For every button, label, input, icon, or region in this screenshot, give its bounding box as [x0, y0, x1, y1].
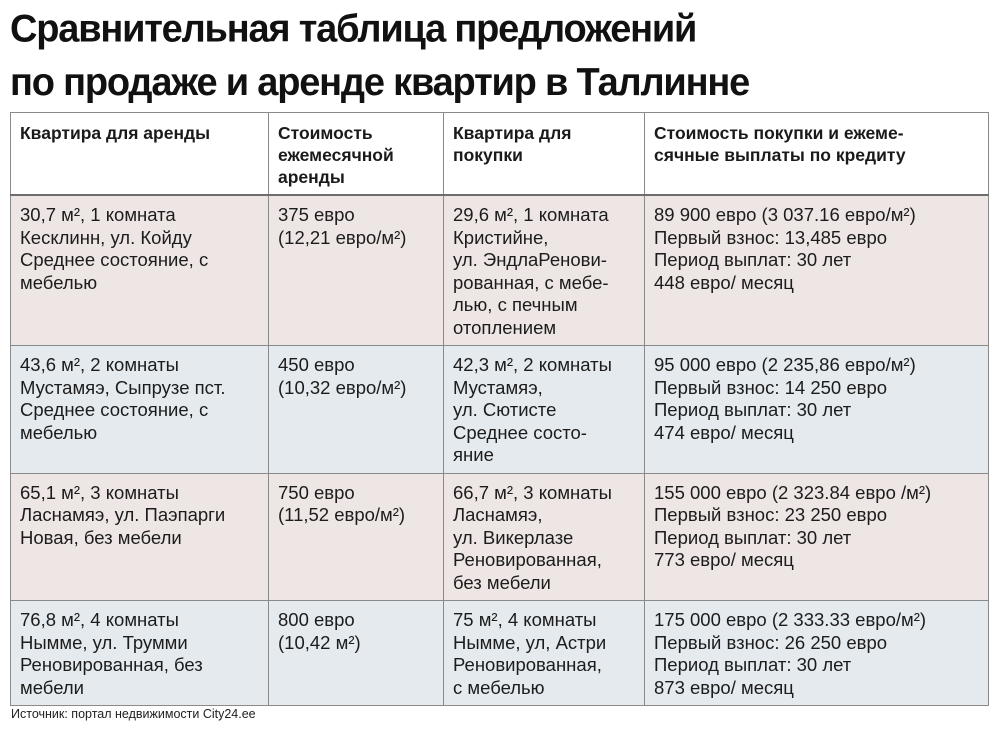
table-row: 43,6 м², 2 комнаты Мустамяэ, Сыпрузе пст.… [10, 345, 989, 474]
header-rent-apartment: Квартира для аренды [10, 112, 269, 196]
cell-line: 65,1 м², 3 комнаты [20, 481, 179, 503]
cell-line: 474 евро/ месяц [654, 421, 794, 443]
cell-line: 29,6 м², 1 комната [453, 204, 609, 225]
cell-line: 30,7 м², 1 комната [20, 204, 176, 225]
cell-line: аренды [278, 167, 345, 187]
cell-buy-price: 89 900 евро (3 037.16 евро/м²) Первый взн… [644, 194, 989, 346]
cell-line: (12,21 евро/м²) [278, 226, 407, 248]
cell-rent-apartment: 76,8 м², 4 комнаты Нымме, ул. Трумми Ренов… [10, 600, 269, 706]
cell-line: 75 м², 4 комнаты [453, 609, 597, 630]
cell-buy-apartment: 42,3 м², 2 комнаты Мустамяэ, ул. Сютисте Ср… [443, 345, 645, 474]
title-line-2: по продаже и аренде квартир в Таллинне [10, 61, 750, 104]
page-title: Сравнительная таблица предложений по про… [10, 3, 990, 109]
cell-line: 175 000 евро (2 333.33 евро/м²) [654, 609, 927, 630]
cell-line: Нымме, ул. Трумми [20, 631, 188, 653]
cell-line: Среднее состояние, с [20, 249, 209, 270]
cell-line: Период выплат: 30 лет [654, 249, 852, 270]
cell-line: (10,42 м²) [278, 631, 361, 653]
cell-line: 773 евро/ месяц [654, 549, 794, 570]
cell-line: отоплением [453, 316, 557, 338]
cell-line: мебелью [20, 421, 98, 443]
cell-line: 800 евро [278, 609, 355, 630]
cell-line: мебелью [20, 271, 98, 293]
cell-rent-price: 750 евро (11,52 евро/м²) [268, 472, 444, 601]
cell-line: ул. Викерлазе [453, 526, 574, 548]
cell-line: Кристийне, [453, 226, 549, 248]
table-row: 76,8 м², 4 комнаты Нымме, ул. Трумми Ренов… [10, 600, 989, 706]
cell-line: Период выплат: 30 лет [654, 399, 852, 420]
cell-line: ул. Сютисте [453, 399, 557, 420]
cell-line: Квартира для [453, 123, 572, 143]
cell-line: Первый взнос: 23 250 евро [654, 504, 888, 525]
cell-line: Реновированная, [453, 654, 602, 675]
cell-line: рованная, с мебе- [453, 271, 609, 293]
cell-line: с мебелью [453, 676, 545, 698]
cell-line: 42,3 м², 2 комнаты [453, 354, 612, 375]
header-buy-price: Стоимость покупки и ежеме-сячные выплаты… [644, 112, 989, 196]
cell-line: Мустамяэ, Сыпрузе пст. [20, 376, 226, 398]
cell-rent-apartment: 43,6 м², 2 комнаты Мустамяэ, Сыпрузе пст.… [10, 345, 269, 474]
cell-line: ежемесячной [278, 145, 394, 165]
cell-buy-price: 175 000 евро (2 333.33 евро/м²) Первый вз… [644, 600, 989, 706]
cell-buy-price: 155 000 евро (2 323.84 евро /м²) Первый в… [644, 472, 989, 601]
cell-line: 76,8 м², 4 комнаты [20, 609, 179, 630]
header-buy-apartment: Квартира для покупки [443, 112, 645, 196]
cell-line: без мебели [453, 571, 551, 593]
cell-line: (10,32 евро/м²) [278, 376, 407, 398]
cell-line: лью, с печным [453, 294, 578, 315]
cell-line: Реновированная, без [20, 654, 203, 675]
cell-line: покупки [453, 145, 523, 165]
source-note: Источник: портал недвижимости City24.ee [11, 707, 256, 721]
table-row: 30,7 м², 1 комната Кесклинн, ул. Койду Сре… [10, 194, 989, 346]
cell-line: Период выплат: 30 лет [654, 654, 852, 675]
comparison-table: Квартира для аренды Стоимость ежемесячной… [10, 112, 989, 706]
cell-line: 375 евро [278, 204, 355, 225]
cell-line: Стоимость покупки и ежеме- [654, 123, 904, 143]
cell-line: 750 евро [278, 481, 355, 503]
cell-line: ул. ЭндлаРенови- [453, 249, 607, 270]
cell-line: Стоимость [278, 123, 373, 143]
cell-line: Кесклинн, ул. Койду [20, 226, 192, 248]
title-line-1: Сравнительная таблица предложений [10, 8, 697, 51]
cell-line: Среднее состояние, с [20, 399, 209, 420]
cell-line: 155 000 евро (2 323.84 евро /м²) [654, 481, 932, 503]
cell-buy-apartment: 66,7 м², 3 комнаты Ласнамяэ, ул. Викерлазе… [443, 472, 645, 601]
cell-line: Первый взнос: 14 250 евро [654, 376, 888, 398]
cell-line: Первый взнос: 26 250 евро [654, 631, 888, 653]
cell-line: сячные выплаты по кредиту [654, 145, 906, 165]
table-row: 65,1 м², 3 комнаты Ласнамяэ, ул. Паэпарги… [10, 472, 989, 601]
cell-buy-apartment: 29,6 м², 1 комната Кристийне, ул. ЭндлаРен… [443, 194, 645, 346]
cell-line: Реновированная, [453, 549, 602, 570]
cell-line: 448 евро/ месяц [654, 271, 794, 293]
cell-line: Нымме, ул, Астри [453, 631, 607, 653]
cell-line: Первый взнос: 13,485 евро [654, 226, 888, 248]
cell-line: 95 000 евро (2 235,86 евро/м²) [654, 354, 916, 375]
cell-line: Ласнамяэ, [453, 504, 543, 525]
table-header-row: Квартира для аренды Стоимость ежемесячной… [10, 112, 989, 196]
cell-rent-price: 450 евро (10,32 евро/м²) [268, 345, 444, 474]
cell-line: Период выплат: 30 лет [654, 526, 852, 548]
cell-line: Мустамяэ, [453, 376, 543, 398]
cell-rent-price: 375 евро (12,21 евро/м²) [268, 194, 444, 346]
cell-line: мебели [20, 676, 84, 698]
cell-rent-apartment: 30,7 м², 1 комната Кесклинн, ул. Койду Сре… [10, 194, 269, 346]
cell-line: 873 евро/ месяц [654, 676, 794, 698]
cell-line: 66,7 м², 3 комнаты [453, 481, 612, 503]
cell-line: Квартира для аренды [20, 123, 211, 143]
cell-line: 89 900 евро (3 037.16 евро/м²) [654, 204, 916, 225]
cell-rent-apartment: 65,1 м², 3 комнаты Ласнамяэ, ул. Паэпарги… [10, 472, 269, 601]
header-rent-price: Стоимость ежемесячной аренды [268, 112, 444, 196]
cell-line: 450 евро [278, 354, 355, 375]
cell-line: яние [453, 444, 494, 465]
cell-line: Ласнамяэ, ул. Паэпарги [20, 504, 226, 525]
cell-line: Среднее состо- [453, 421, 587, 443]
cell-rent-price: 800 евро (10,42 м²) [268, 600, 444, 706]
cell-line: (11,52 евро/м²) [278, 504, 406, 525]
cell-line: 43,6 м², 2 комнаты [20, 354, 179, 375]
cell-buy-apartment: 75 м², 4 комнаты Нымме, ул, Астри Реновиро… [443, 600, 645, 706]
cell-line: Новая, без мебели [20, 526, 182, 548]
cell-buy-price: 95 000 евро (2 235,86 евро/м²) Первый взн… [644, 345, 989, 474]
